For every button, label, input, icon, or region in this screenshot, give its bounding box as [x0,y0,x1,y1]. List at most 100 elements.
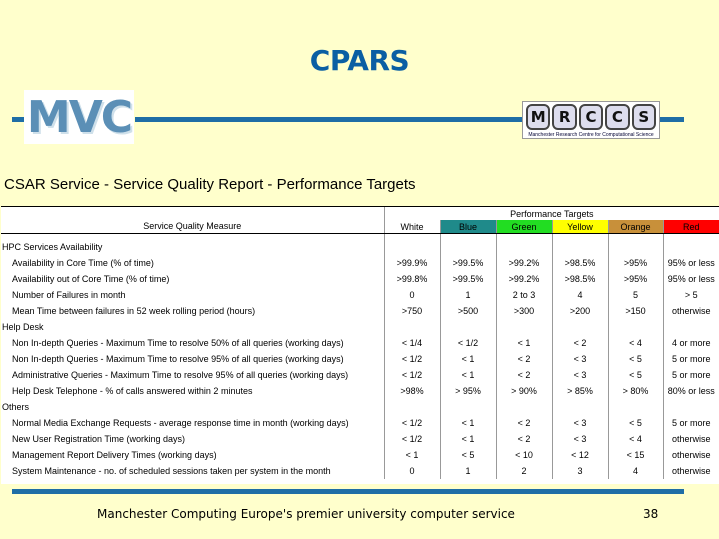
target-cell-blue: >99.5% [439,255,496,271]
table-row: Management Report Delivery Times (workin… [1,447,719,463]
measure-cell: Availability out of Core Time (% of time… [12,274,170,284]
mrccs-logo-letter: C [605,104,630,130]
band-header-yellow: Yellow [551,220,608,234]
empty-cell [383,239,440,255]
measure-cell: System Maintenance - no. of scheduled se… [12,466,331,476]
mrccs-logo-letter: R [552,104,577,130]
target-cell-blue: < 5 [439,447,496,463]
target-cell-red: 95% or less [662,271,719,287]
empty-cell [383,399,440,415]
target-cell-orange: < 4 [607,335,663,351]
mrccs-logo-letter: C [578,104,604,130]
measure-cell: Number of Failures in month [12,290,126,300]
target-cell-blue: < 1 [439,367,496,383]
target-cell-red: 5 or more [662,367,719,383]
empty-cell [551,319,608,335]
target-cell-orange: < 5 [607,367,663,383]
table-row: Non In-depth Queries - Maximum Time to r… [1,351,719,367]
target-cell-green: 2 [495,463,552,479]
target-cell-red: otherwise [662,303,719,319]
header-rule-right [658,117,684,122]
target-cell-white: >750 [383,303,440,319]
target-cell-blue: > 95% [439,383,496,399]
target-cell-blue: 1 [439,463,496,479]
spacer-row [1,233,719,239]
target-cell-blue: >99.5% [439,271,496,287]
target-cell-green: < 1 [495,335,552,351]
target-cell-green: < 2 [495,367,552,383]
mrccs-logo-tagline: Manchester Research Centre for Computati… [528,132,654,138]
target-cell-red: 5 or more [662,351,719,367]
empty-cell [662,239,719,255]
target-cell-white: < 1/2 [383,415,440,431]
measure-cell: Non In-depth Queries - Maximum Time to r… [12,354,344,364]
target-cell-orange: < 4 [607,431,663,447]
target-cell-yellow: 4 [551,287,608,303]
target-cell-blue: < 1 [439,351,496,367]
section-row: HPC Services Availability [1,239,719,255]
target-cell-yellow: >98.5% [551,255,608,271]
target-cell-green: >300 [495,303,552,319]
measure-cell: Management Report Delivery Times (workin… [12,450,217,460]
target-cell-yellow: < 12 [551,447,608,463]
band-header-row: White Blue Green Yellow Orange Red [1,220,719,234]
target-cell-blue: >500 [439,303,496,319]
target-cell-white: < 1/2 [383,367,440,383]
header-rule-left [12,117,24,122]
header-rule-middle [135,117,522,122]
page-title: CPARS [309,44,410,77]
target-cell-yellow: > 85% [551,383,608,399]
measure-column-header: Service Quality Measure [1,207,384,234]
target-cell-orange: 4 [607,463,663,479]
targets-group-header: Performance Targets [383,207,719,220]
empty-cell [551,399,608,415]
target-cell-blue: < 1/2 [439,335,496,351]
band-header-blue: Blue [439,220,496,234]
target-cell-white: < 1/2 [383,351,440,367]
empty-cell [439,319,496,335]
footer-rule [12,489,684,494]
target-cell-green: > 90% [495,383,552,399]
target-cell-red: otherwise [662,431,719,447]
target-cell-red: 80% or less [662,383,719,399]
target-cell-green: >99.2% [495,255,552,271]
table-row: Non In-depth Queries - Maximum Time to r… [1,335,719,351]
band-header-green: Green [495,220,552,234]
target-cell-orange: >95% [607,255,663,271]
target-cell-yellow: < 3 [551,367,608,383]
target-cell-red: 95% or less [662,255,719,271]
empty-cell [495,239,552,255]
target-cell-blue: < 1 [439,431,496,447]
empty-cell [495,319,552,335]
target-cell-orange: < 5 [607,351,663,367]
empty-cell [607,319,663,335]
mrccs-logo-letter: S [631,104,657,130]
target-cell-yellow: >98.5% [551,271,608,287]
measure-cell: Help Desk Telephone - % of calls answere… [12,386,253,396]
measure-cell: New User Registration Time (working days… [12,434,186,444]
section-row: Help Desk [1,319,719,335]
target-cell-yellow: >200 [551,303,608,319]
mvc-logo-text: MVC [26,91,133,143]
target-cell-red: otherwise [662,463,719,479]
empty-cell [551,239,608,255]
measure-cell: Availability in Core Time (% of time) [12,258,154,268]
target-cell-orange: 5 [607,287,663,303]
target-cell-yellow: 3 [551,463,608,479]
target-cell-blue: 1 [439,287,496,303]
target-cell-green: < 10 [495,447,552,463]
empty-cell [383,319,440,335]
page-number: 38 [643,507,659,521]
target-cell-white: < 1 [383,447,440,463]
table-row: New User Registration Time (working days… [1,431,719,447]
table-row: Number of Failures in month 0 1 2 to 3 4 5 > 5 [1,287,719,303]
band-header-red: Red [662,220,719,234]
band-header-orange: Orange [607,220,663,234]
target-cell-red: 4 or more [662,335,719,351]
target-cell-white: < 1/2 [383,431,440,447]
target-cell-orange: < 5 [607,415,663,431]
measure-cell: Mean Time between failures in 52 week ro… [12,306,256,316]
section-title: Others [2,402,30,412]
